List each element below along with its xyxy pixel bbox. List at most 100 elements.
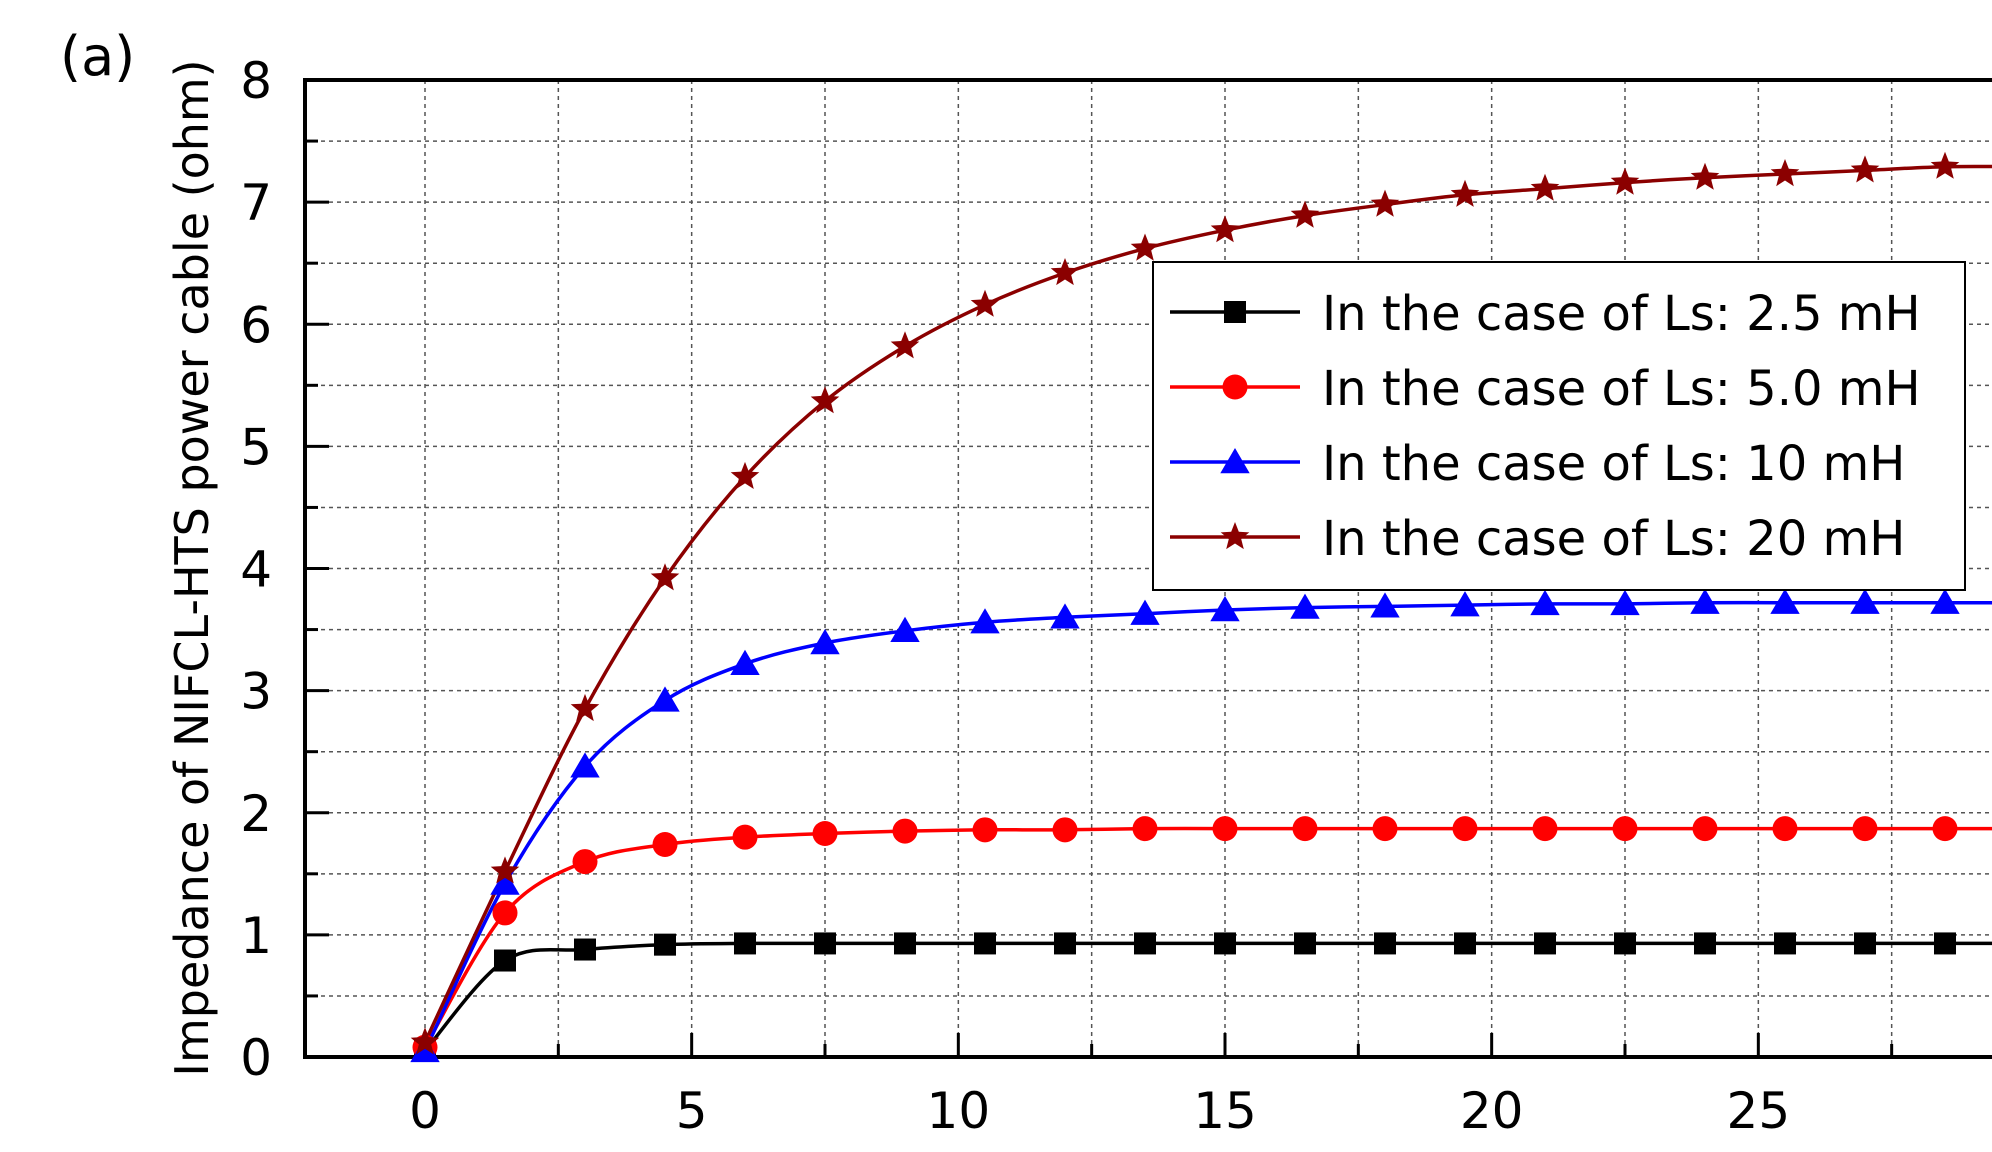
data-point-series-2 bbox=[1052, 817, 1078, 843]
y-tick-label: 4 bbox=[240, 541, 272, 599]
data-point-series-3 bbox=[1610, 589, 1640, 616]
data-point-series-3 bbox=[730, 649, 760, 675]
data-point-series-3 bbox=[410, 1036, 440, 1063]
y-tick-label: 1 bbox=[240, 907, 272, 965]
data-point-series-4 bbox=[1930, 151, 1960, 179]
data-point-series-3 bbox=[1930, 588, 1960, 614]
y-tick-label: 0 bbox=[240, 1029, 272, 1087]
data-point-series-3 bbox=[1130, 599, 1160, 625]
data-point-series-4 bbox=[1450, 179, 1480, 207]
data-point-series-2 bbox=[572, 849, 598, 875]
x-tick-label: 20 bbox=[1460, 1082, 1524, 1140]
data-point-series-1 bbox=[494, 949, 516, 972]
data-point-series-3 bbox=[810, 628, 840, 655]
data-point-series-1 bbox=[1774, 932, 1796, 955]
data-point-series-3 bbox=[1850, 588, 1880, 614]
data-point-series-2 bbox=[652, 832, 678, 858]
data-point-series-2 bbox=[1772, 816, 1798, 842]
legend-label-4: In the case of Ls: 20 mH bbox=[1322, 511, 1905, 567]
legend-label-2: In the case of Ls: 5.0 mH bbox=[1322, 361, 1921, 417]
data-point-series-4 bbox=[1770, 159, 1800, 187]
legend: In the case of Ls: 2.5 mH In the case of … bbox=[1152, 261, 1966, 591]
axis-ticks: 051015202530012345678 bbox=[240, 52, 1894, 1140]
data-point-series-1 bbox=[894, 932, 916, 955]
data-point-series-1 bbox=[1374, 932, 1396, 955]
data-point-series-2 bbox=[1452, 816, 1478, 842]
data-point-series-3 bbox=[490, 869, 520, 895]
data-point-series-2 bbox=[892, 818, 918, 844]
data-point-series-1 bbox=[974, 932, 996, 955]
data-point-series-4 bbox=[970, 289, 1000, 317]
data-point-series-1 bbox=[1934, 932, 1956, 955]
data-point-series-2 bbox=[1852, 816, 1878, 842]
data-point-series-4 bbox=[1610, 167, 1640, 195]
data-point-series-4 bbox=[1290, 200, 1320, 228]
data-point-series-4 bbox=[1050, 258, 1080, 286]
data-point-series-1 bbox=[1294, 932, 1316, 955]
data-point-series-1 bbox=[1454, 932, 1476, 955]
legend-label-1: In the case of Ls: 2.5 mH bbox=[1322, 286, 1921, 342]
data-point-series-2 bbox=[1692, 816, 1718, 842]
data-point-series-3 bbox=[570, 752, 600, 778]
legend-marker-3 bbox=[1220, 448, 1250, 474]
y-tick-label: 6 bbox=[240, 296, 272, 354]
data-point-series-4 bbox=[1210, 215, 1240, 243]
y-tick-label: 3 bbox=[240, 663, 272, 721]
data-point-series-1 bbox=[1054, 932, 1076, 955]
data-point-series-4 bbox=[1690, 162, 1720, 190]
data-point-series-3 bbox=[1050, 603, 1080, 629]
x-tick-label: 0 bbox=[409, 1082, 441, 1140]
x-tick-label: 15 bbox=[1193, 1082, 1257, 1140]
data-point-series-3 bbox=[1530, 589, 1560, 616]
data-point-series-2 bbox=[1932, 816, 1958, 842]
data-point-series-3 bbox=[1690, 588, 1720, 614]
data-point-series-1 bbox=[1214, 932, 1236, 955]
data-point-series-4 bbox=[490, 856, 520, 884]
data-point-series-1 bbox=[574, 938, 596, 961]
x-tick-label: 10 bbox=[927, 1082, 991, 1140]
data-point-series-1 bbox=[1694, 932, 1716, 955]
y-tick-label: 7 bbox=[240, 174, 272, 232]
legend-marker-2 bbox=[1222, 374, 1248, 400]
legend-marker-1 bbox=[1224, 301, 1246, 323]
data-point-series-2 bbox=[1532, 816, 1558, 842]
data-point-series-4 bbox=[650, 563, 680, 591]
data-point-series-2 bbox=[492, 900, 518, 926]
series-line-3 bbox=[423, 600, 1992, 1052]
series-markers bbox=[410, 151, 1960, 1063]
data-point-series-4 bbox=[570, 693, 600, 722]
data-point-series-1 bbox=[814, 932, 836, 955]
panel-label: (a) bbox=[60, 25, 135, 88]
data-point-series-1 bbox=[654, 933, 676, 956]
data-point-series-2 bbox=[972, 817, 998, 843]
data-point-series-2 bbox=[1612, 816, 1638, 842]
data-point-series-2 bbox=[1212, 816, 1238, 842]
data-point-series-3 bbox=[890, 616, 920, 642]
x-tick-label: 25 bbox=[1727, 1082, 1791, 1140]
data-point-series-1 bbox=[1614, 932, 1636, 955]
data-point-series-2 bbox=[1132, 816, 1158, 842]
legend-label-3: In the case of Ls: 10 mH bbox=[1322, 436, 1905, 492]
y-axis-title: Impedance of NIFCL-HTS power cable (ohm) bbox=[165, 59, 219, 1076]
data-point-series-1 bbox=[1854, 932, 1876, 955]
data-point-series-3 bbox=[970, 608, 1000, 634]
data-point-series-3 bbox=[650, 686, 680, 712]
data-point-series-2 bbox=[1292, 816, 1318, 842]
legend-marker-4 bbox=[1220, 522, 1250, 550]
data-point-series-2 bbox=[812, 821, 838, 847]
data-point-series-3 bbox=[1370, 592, 1400, 618]
data-point-series-2 bbox=[1372, 816, 1398, 842]
data-point-series-2 bbox=[732, 824, 758, 850]
data-point-series-1 bbox=[1134, 932, 1156, 955]
data-point-series-1 bbox=[734, 932, 756, 955]
data-point-series-3 bbox=[1290, 593, 1320, 619]
data-point-series-3 bbox=[1450, 591, 1480, 617]
x-tick-label: 5 bbox=[676, 1082, 708, 1140]
data-point-series-4 bbox=[1530, 173, 1560, 201]
data-point-series-4 bbox=[1850, 155, 1880, 183]
data-point-series-4 bbox=[890, 331, 920, 359]
data-point-series-4 bbox=[730, 461, 760, 489]
data-point-series-3 bbox=[1210, 596, 1240, 622]
data-point-series-4 bbox=[1130, 233, 1160, 261]
